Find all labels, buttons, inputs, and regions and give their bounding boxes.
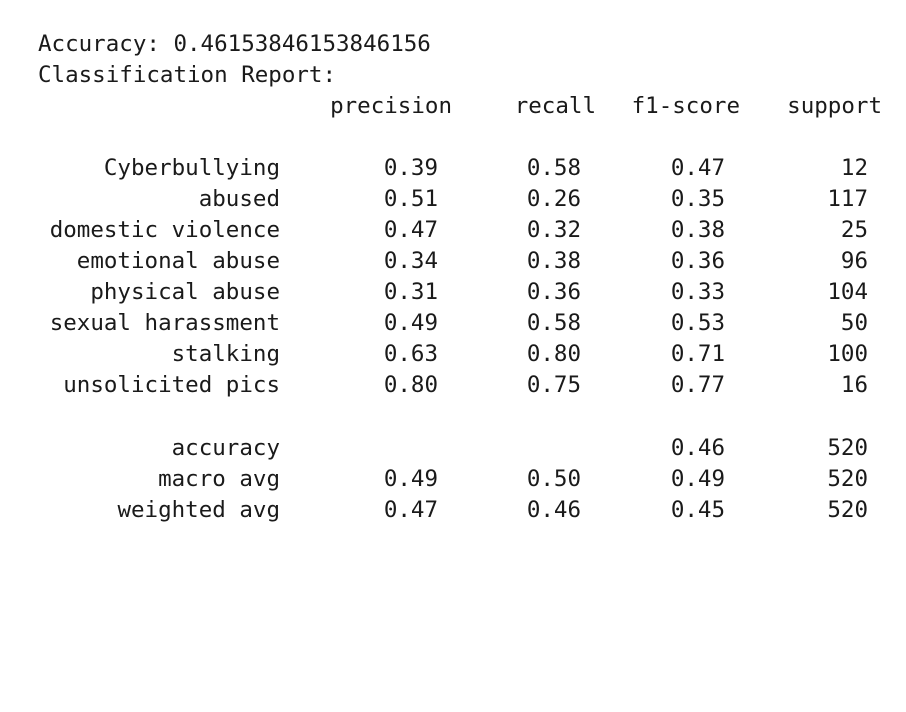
row-recall: 0.75 (526, 372, 581, 398)
table-row: domestic violence 0.47 0.32 0.38 25 (0, 215, 906, 246)
row-f1-score: 0.49 (670, 466, 725, 492)
row-f1-score: 0.47 (670, 155, 725, 181)
row-recall: 0.36 (526, 279, 581, 305)
row-precision: 0.39 (383, 155, 438, 181)
row-recall: 0.26 (526, 186, 581, 212)
table-row: unsolicited pics 0.80 0.75 0.77 16 (0, 370, 906, 401)
row-label: physical abuse (90, 279, 280, 305)
row-label: stalking (171, 341, 280, 367)
row-support: 96 (840, 248, 868, 274)
row-label: emotional abuse (76, 248, 280, 274)
row-precision: 0.80 (383, 372, 438, 398)
row-support: 520 (827, 497, 868, 523)
row-f1-score: 0.36 (670, 248, 725, 274)
summary-row-weighted-avg: weighted avg 0.47 0.46 0.45 520 (0, 495, 906, 526)
row-support: 117 (827, 186, 868, 212)
row-f1-score: 0.35 (670, 186, 725, 212)
row-precision: 0.47 (383, 217, 438, 243)
row-support: 50 (840, 310, 868, 336)
row-f1-score: 0.33 (670, 279, 725, 305)
row-support: 100 (827, 341, 868, 367)
header-f1-score: f1-score (631, 93, 740, 119)
row-label: Cyberbullying (103, 155, 280, 181)
table-row: stalking 0.63 0.80 0.71 100 (0, 339, 906, 370)
summary-row-macro-avg: macro avg 0.49 0.50 0.49 520 (0, 464, 906, 495)
row-f1-score: 0.46 (670, 435, 725, 461)
row-precision: 0.49 (383, 310, 438, 336)
row-recall: 0.32 (526, 217, 581, 243)
row-support: 520 (827, 466, 868, 492)
row-support: 12 (840, 155, 868, 181)
row-recall: 0.58 (526, 155, 581, 181)
row-precision: 0.63 (383, 341, 438, 367)
row-recall: 0.38 (526, 248, 581, 274)
classification-report-output: Accuracy: 0.46153846153846156 Classifica… (0, 31, 906, 526)
row-recall: 0.50 (526, 466, 581, 492)
row-f1-score: 0.71 (670, 341, 725, 367)
table-row: emotional abuse 0.34 0.38 0.36 96 (0, 246, 906, 277)
header-row: precision recall f1-score support (0, 91, 906, 122)
row-support: 104 (827, 279, 868, 305)
table-row: physical abuse 0.31 0.36 0.33 104 (0, 277, 906, 308)
row-f1-score: 0.53 (670, 310, 725, 336)
row-label: abused (198, 186, 280, 212)
row-f1-score: 0.77 (670, 372, 725, 398)
row-support: 520 (827, 435, 868, 461)
header-support: support (787, 93, 882, 119)
row-f1-score: 0.38 (670, 217, 725, 243)
row-recall: 0.80 (526, 341, 581, 367)
row-recall: 0.58 (526, 310, 581, 336)
row-label: macro avg (158, 466, 280, 492)
row-label: sexual harassment (49, 310, 280, 336)
row-label: domestic violence (49, 217, 280, 243)
row-precision: 0.49 (383, 466, 438, 492)
row-support: 25 (840, 217, 868, 243)
row-label: weighted avg (117, 497, 280, 523)
table-row: Cyberbullying 0.39 0.58 0.47 12 (0, 153, 906, 184)
table-row: abused 0.51 0.26 0.35 117 (0, 184, 906, 215)
row-label: unsolicited pics (63, 372, 280, 398)
row-support: 16 (840, 372, 868, 398)
header-precision: precision (330, 93, 452, 119)
header-recall: recall (514, 93, 596, 119)
row-precision: 0.31 (383, 279, 438, 305)
accuracy-line: Accuracy: 0.46153846153846156 (38, 31, 431, 57)
row-precision: 0.47 (383, 497, 438, 523)
row-precision: 0.51 (383, 186, 438, 212)
table-row: sexual harassment 0.49 0.58 0.53 50 (0, 308, 906, 339)
row-f1-score: 0.45 (670, 497, 725, 523)
report-title: Classification Report: (38, 62, 337, 88)
row-label: accuracy (171, 435, 280, 461)
summary-row-accuracy: accuracy 0.46 520 (0, 433, 906, 464)
row-recall: 0.46 (526, 497, 581, 523)
row-precision: 0.34 (383, 248, 438, 274)
